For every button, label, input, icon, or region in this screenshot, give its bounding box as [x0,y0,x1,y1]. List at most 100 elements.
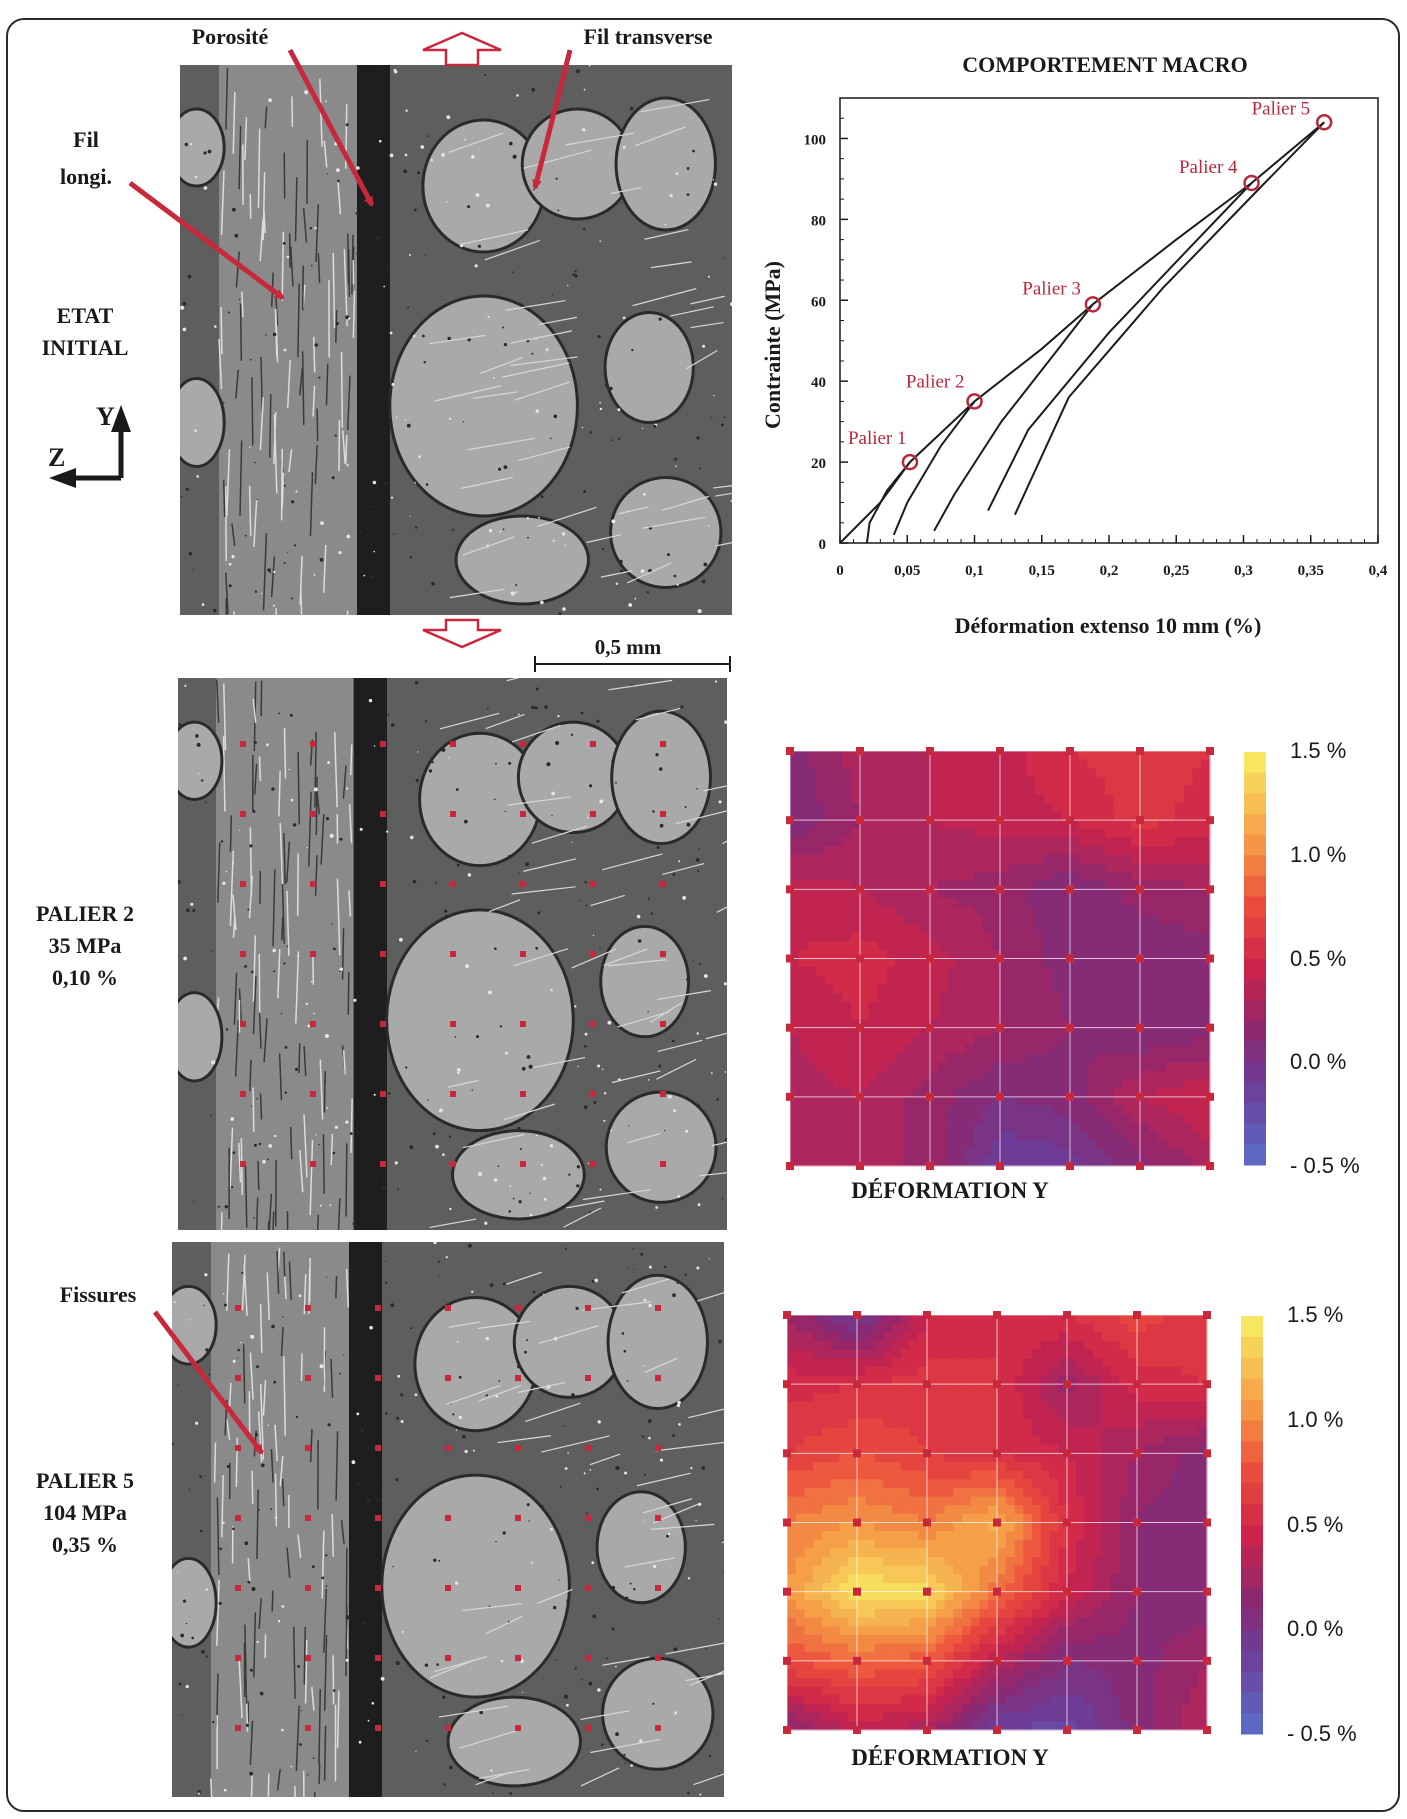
heatmap-cell [1000,1114,1010,1124]
heatmap-cell [944,1522,954,1532]
heatmap-cell [997,1392,1007,1403]
heatmap-cell [1023,1591,1033,1601]
heatmap-cell [865,1366,876,1377]
heatmap-cell [938,932,949,942]
heatmap-cell [865,1418,876,1428]
heatmap-cell [822,1479,832,1489]
heatmap-cell [1093,1384,1103,1394]
heatmap-cell [944,1427,954,1437]
heatmap-cell [982,1148,992,1158]
heatmap-cell [1014,1410,1024,1420]
heatmap-cell [921,984,931,994]
heatmap-cell [1078,889,1089,899]
heatmap-cell [979,1617,989,1627]
heatmap-cell [787,1591,797,1601]
heatmap-cell [1093,1531,1103,1541]
heatmap-cell [833,906,844,916]
heatmap-cell [956,975,966,986]
x-tick-label: 0,2 [1100,563,1119,579]
grid-marker [445,1445,451,1451]
heatmap-cell [1102,1686,1112,1697]
heatmap-cell [857,1704,867,1714]
heatmap-cell [807,932,817,942]
heatmap-cell [798,932,809,942]
heatmap-cell [839,1574,849,1584]
heatmap-cell [874,1366,884,1377]
heatmap-cell [787,1600,797,1610]
heatmap-cell [1093,1686,1103,1697]
heatmap-cell [900,1531,911,1541]
chart-title: COMPORTEMENT MACRO [962,52,1247,77]
heatmap-cell [1102,1392,1112,1403]
heatmap-cell [982,923,992,934]
heatmap-cell [1110,1686,1121,1697]
heatmap-cell [1110,1522,1121,1532]
grid-marker [520,1091,526,1097]
heatmap-cell [912,1070,922,1081]
heatmap-cell [1061,768,1071,778]
colorbar-swatch [1244,1061,1266,1083]
heatmap-cell [1008,1140,1019,1150]
heatmap-cell [944,1565,954,1575]
heatmap-cell [822,1634,832,1645]
heatmap-cell [1175,759,1185,769]
heatmap-cell [1183,820,1194,830]
heatmap-cell [927,1548,937,1558]
heatmap-cell [909,1634,919,1645]
heatmap-cell [1052,993,1062,1003]
heatmap-cell [804,1453,814,1463]
heatmap-cell [795,1539,806,1550]
heatmap-node [1136,954,1144,963]
heatmap-cell [1023,1461,1033,1472]
heatmap-cell [857,1712,867,1722]
heatmap-cell [1017,759,1027,769]
heatmap-cell [1148,785,1159,795]
heatmap-cell [1157,811,1167,821]
heatmap-cell [956,1140,966,1150]
heatmap-cell [1058,1626,1068,1636]
heatmap-cell [1058,1634,1068,1645]
heatmap-cell [956,941,966,951]
heatmap-cell [1008,751,1019,761]
heatmap-cell [1148,846,1159,856]
heatmap-cell [1014,1574,1024,1584]
heatmap-cell [833,776,844,787]
heatmap-cell [935,1505,946,1515]
heatmap-cell [973,1010,984,1020]
heatmap-cell [1119,1410,1129,1420]
heatmap-cell [868,1088,879,1098]
heatmap-cell [1154,1332,1164,1342]
heatmap-cell [962,1531,972,1541]
heatmap-cell [947,1148,957,1158]
heatmap-cell [892,1496,902,1506]
heatmap-cell [1026,863,1036,873]
heatmap-cell [790,889,800,899]
heatmap-cell [1119,1678,1129,1688]
heatmap-cell [921,975,931,986]
heatmap-cell [982,1010,992,1020]
heatmap-cell [865,1669,876,1679]
state-line: INITIAL [41,334,129,360]
heatmap-cell [892,1444,902,1454]
heatmap-cell [1005,1436,1016,1446]
heatmap-cell [991,1079,1001,1089]
heatmap-cell [1119,1565,1129,1575]
heatmap-cell [857,1617,867,1627]
heatmap-cell [1049,1557,1059,1567]
heatmap-cell [839,1366,849,1377]
heatmap-cell [918,1418,928,1428]
heatmap-cell [1154,1695,1164,1705]
heatmap-cell [1061,958,1071,968]
heatmap-node [856,954,864,963]
heatmap-cell [848,1626,858,1636]
heatmap-cell [962,1565,972,1575]
heatmap-cell [787,1531,797,1541]
heatmap-cell [1087,941,1097,951]
heatmap-cell [953,1583,963,1593]
heatmap-cell [938,794,949,804]
grid-marker [375,1585,381,1591]
heatmap-cell [921,1001,931,1011]
heatmap-cell [1023,1340,1033,1351]
grid-marker [520,811,526,817]
heatmap-cell [842,1114,852,1124]
